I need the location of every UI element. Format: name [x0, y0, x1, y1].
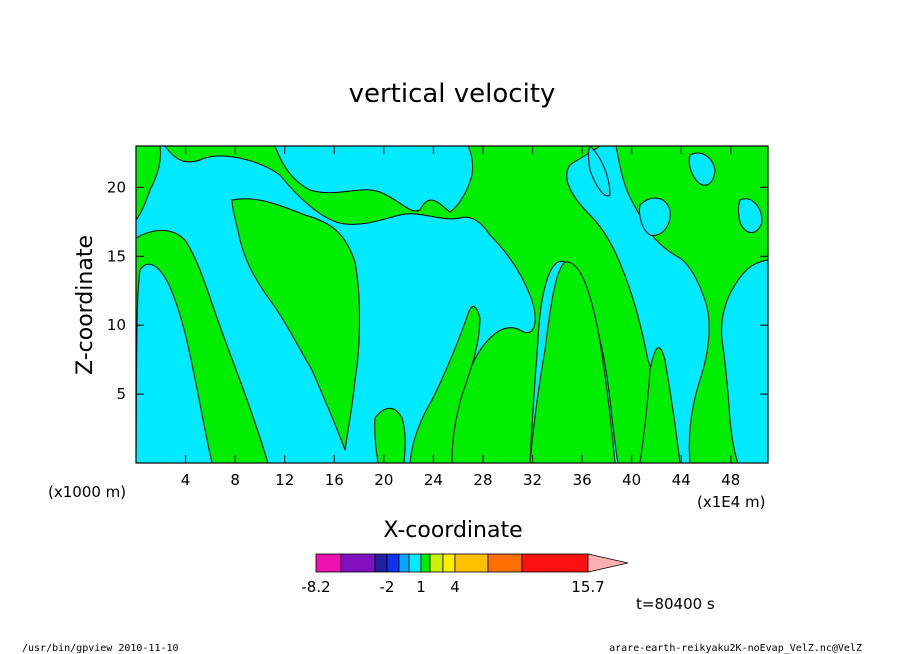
- x-tick-marks: 4 8 12 16 20 24 28 32 36 40 44 48: [181, 146, 740, 489]
- y-tick-label: 10: [107, 316, 126, 334]
- footer-left: /usr/bin/gpview 2010-11-10: [22, 643, 179, 654]
- colorbar-segment: [398, 553, 410, 573]
- contour-region-10: [639, 197, 671, 236]
- contour-region-5: [374, 407, 406, 464]
- x-tick-label: 20: [374, 471, 393, 489]
- contour-region-2: [135, 229, 269, 464]
- colorbar-tick-label: -2: [380, 578, 395, 596]
- plot-frame: [135, 145, 769, 464]
- contour-region-12: [738, 198, 763, 233]
- contour-region-4: [231, 198, 361, 451]
- x-tick-label: 44: [672, 471, 691, 489]
- colorbar-segment: [315, 553, 342, 573]
- colorbar-segment: [521, 553, 589, 573]
- footer-right: arare-earth-reikyaku2K-noEvap_VelZ.nc@Ve…: [609, 643, 862, 654]
- x-tick-label: 36: [573, 471, 592, 489]
- colorbar-segment: [386, 553, 400, 573]
- chart-title: vertical velocity: [349, 79, 556, 109]
- x-tick-label: 48: [721, 471, 740, 489]
- contour-region-13: [588, 145, 611, 197]
- x-tick-label: 40: [622, 471, 641, 489]
- x-tick-label: 24: [424, 471, 443, 489]
- contour-region-7: [529, 261, 616, 464]
- x-tick-label: 8: [230, 471, 240, 489]
- colorbar-segment: [420, 553, 431, 573]
- colorbar-labels: -8.2 -2 1 4 15.7: [301, 578, 604, 596]
- y-tick-label: 20: [107, 178, 126, 196]
- x-unit-label: (x1000 m): [48, 483, 126, 501]
- x-scale-label: (x1E4 m): [697, 493, 766, 511]
- colorbar-tick-label: -8.2: [301, 578, 330, 596]
- colorbar-tick-label: 4: [450, 578, 460, 596]
- y-tick-marks: 5 10 15 20: [107, 178, 768, 403]
- contour-region-8: [639, 347, 681, 464]
- y-axis-label: Z-coordinate: [73, 235, 98, 375]
- colorbar-tick-label: 1: [416, 578, 426, 596]
- contour-region-1: [135, 145, 161, 222]
- x-tick-label: 32: [523, 471, 542, 489]
- x-tick-label: 12: [275, 471, 294, 489]
- colorbar-segment: [408, 553, 422, 573]
- contour-region-6: [409, 306, 481, 464]
- colorbar-segment: [340, 553, 376, 573]
- x-tick-label: 16: [325, 471, 344, 489]
- colorbar-segment: [487, 553, 523, 573]
- colorbar-segment: [442, 553, 456, 573]
- x-tick-label: 4: [181, 471, 191, 489]
- x-axis-label: X-coordinate: [383, 518, 522, 543]
- y-tick-label: 15: [107, 247, 126, 265]
- colorbar: [315, 553, 629, 573]
- colorbar-segment: [429, 553, 444, 573]
- time-label: t=80400 s: [636, 595, 715, 613]
- contour-region-11: [688, 152, 716, 186]
- colorbar-tick-label: 15.7: [571, 578, 604, 596]
- x-tick-label: 28: [473, 471, 492, 489]
- colorbar-segment: [374, 553, 388, 573]
- colorbar-extend-arrow: [587, 553, 629, 573]
- contour-field: [135, 145, 769, 464]
- y-tick-label: 5: [116, 385, 126, 403]
- colorbar-segment: [454, 553, 489, 573]
